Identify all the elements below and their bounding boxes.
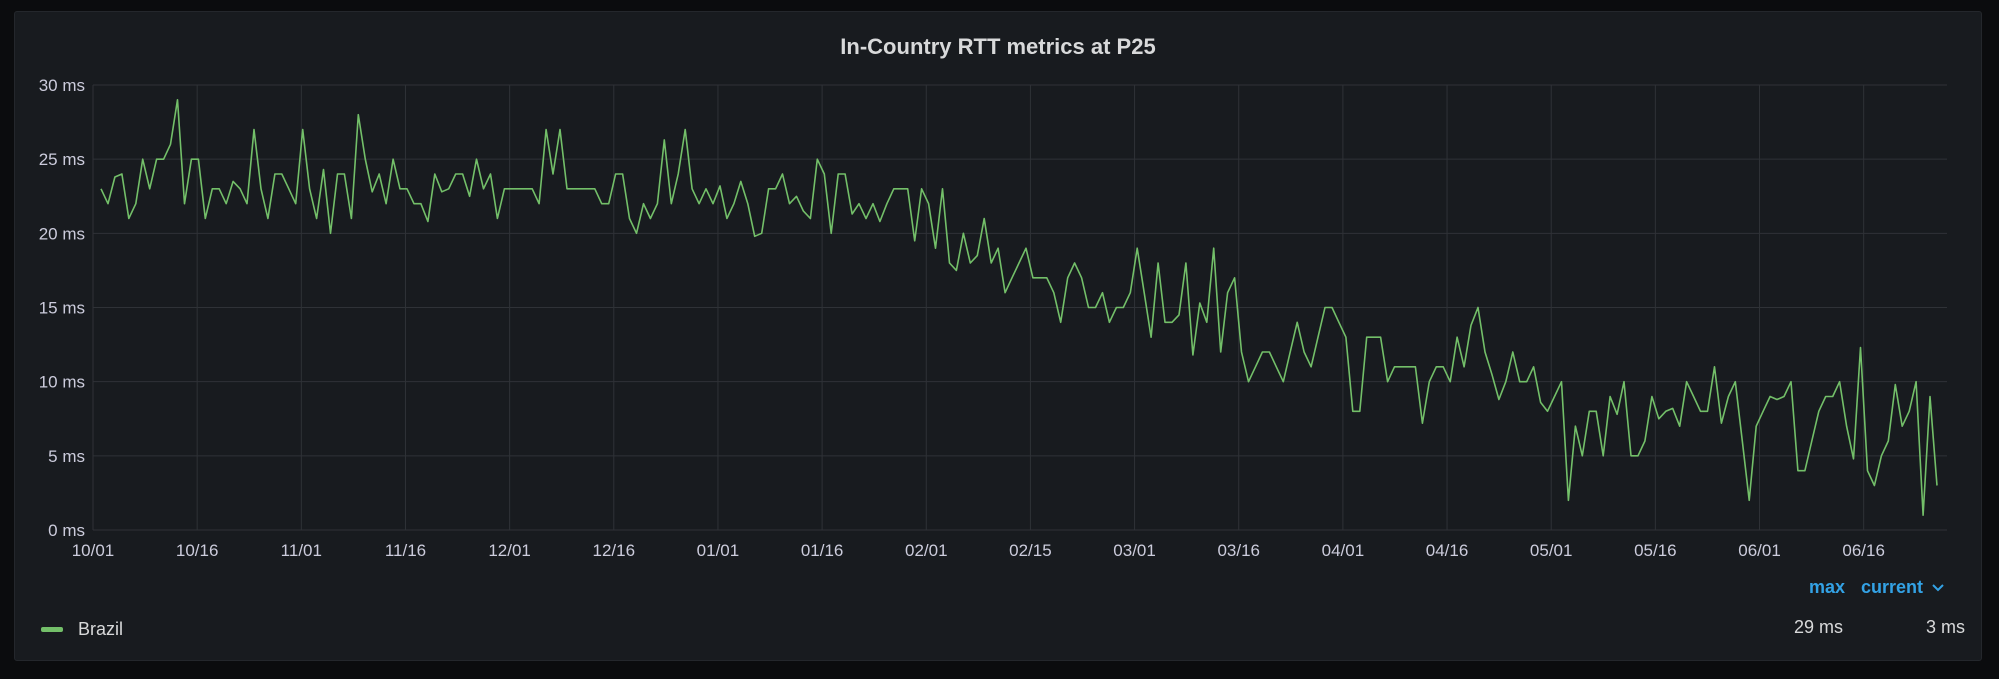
y-tick-label: 0 ms — [48, 521, 85, 540]
legend-header-current-label: current — [1861, 577, 1924, 597]
y-tick-label: 10 ms — [39, 373, 85, 392]
chart-title: In-Country RTT metrics at P25 — [840, 34, 1156, 59]
y-tick-label: 5 ms — [48, 447, 85, 466]
legend-header-max[interactable]: max — [1809, 577, 1846, 597]
x-tick-label: 02/01 — [905, 541, 948, 560]
y-tick-label: 15 ms — [39, 299, 85, 318]
x-tick-label: 05/01 — [1530, 541, 1573, 560]
x-tick-label: 10/01 — [72, 541, 115, 560]
legend-item-brazil[interactable]: Brazil — [41, 617, 123, 641]
x-tick-label: 11/16 — [385, 541, 426, 560]
legend-swatch — [41, 626, 63, 632]
y-tick-label: 30 ms — [39, 76, 85, 95]
x-tick-label: 10/16 — [176, 541, 219, 560]
legend-value-current: 3 ms — [1925, 617, 1965, 637]
x-tick-label: 01/16 — [801, 541, 844, 560]
x-tick-label: 12/16 — [593, 541, 636, 560]
x-tick-label: 04/16 — [1426, 541, 1469, 560]
x-tick-label: 01/01 — [697, 541, 740, 560]
x-tick-label: 06/01 — [1738, 541, 1781, 560]
legend-header-current[interactable]: current — [1861, 577, 1944, 598]
x-tick-label: 03/01 — [1113, 541, 1156, 560]
x-tick-label: 04/01 — [1322, 541, 1365, 560]
x-tick-label: 11/01 — [281, 541, 322, 560]
chevron-down-icon — [1932, 584, 1944, 592]
x-tick-label: 05/16 — [1634, 541, 1677, 560]
legend-series-name: Brazil — [78, 618, 124, 639]
chart-panel: In-Country RTT metrics at P25 0 ms 5 ms 10… — [14, 11, 1982, 661]
x-tick-label: 02/15 — [1009, 541, 1052, 560]
x-tick-label: 12/01 — [488, 541, 531, 560]
y-tick-label: 25 ms — [39, 150, 85, 169]
plot-area: 0 ms 5 ms 10 ms 15 ms 20 ms 25 ms 30 ms 10/01 10… — [39, 76, 1947, 560]
x-tick-label: 06/16 — [1842, 541, 1885, 560]
y-tick-label: 20 ms — [39, 224, 85, 243]
series-line-brazil — [100, 99, 1938, 517]
legend-value-max: 29 ms — [1793, 617, 1843, 637]
x-tick-label: 03/16 — [1217, 541, 1260, 560]
